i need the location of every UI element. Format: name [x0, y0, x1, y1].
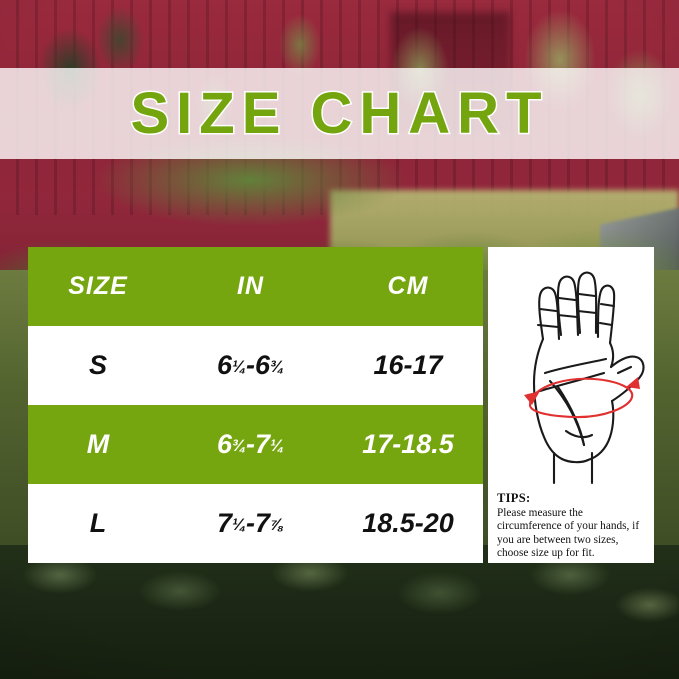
column-header-size: SIZE — [68, 272, 128, 300]
cell-in: 7¼-7⅞ — [217, 508, 284, 538]
hand-measurement-diagram — [488, 255, 654, 487]
cell-cm: 17-18.5 — [362, 429, 454, 459]
measurement-panel: TIPS: Please measure the circumference o… — [488, 247, 654, 563]
size-table: SIZE IN CM S 6¼-6¾ 16-17 M 6¾-7¼ 17-18.5… — [28, 247, 483, 563]
tips-body: Please measure the circumference of your… — [497, 507, 640, 560]
column-header-cm: CM — [387, 272, 429, 300]
cell-size: L — [89, 508, 107, 538]
hand-icon — [524, 271, 645, 485]
cell-cm: 18.5-20 — [362, 508, 454, 538]
hosta-leaves-highlight — [0, 545, 679, 679]
column-header-in: IN — [237, 272, 264, 300]
table-row: S 6¼-6¾ 16-17 — [28, 326, 483, 405]
table-row: M 6¾-7¼ 17-18.5 — [28, 405, 483, 484]
tips-title: TIPS: — [497, 491, 531, 505]
cell-in: 6¾-7¼ — [217, 429, 284, 459]
table-row: L 7¼-7⅞ 18.5-20 — [28, 484, 483, 563]
table-header-row: SIZE IN CM — [28, 247, 483, 326]
cell-cm: 16-17 — [373, 350, 443, 380]
tips-block: TIPS: Please measure the circumference o… — [497, 491, 647, 561]
cell-size: S — [88, 350, 107, 380]
measure-arrow-icon — [524, 377, 640, 405]
title-banner — [0, 68, 679, 159]
page-title: SIZE CHART — [129, 80, 549, 148]
cell-size: M — [86, 429, 110, 459]
cell-in: 6¼-6¾ — [217, 350, 284, 380]
